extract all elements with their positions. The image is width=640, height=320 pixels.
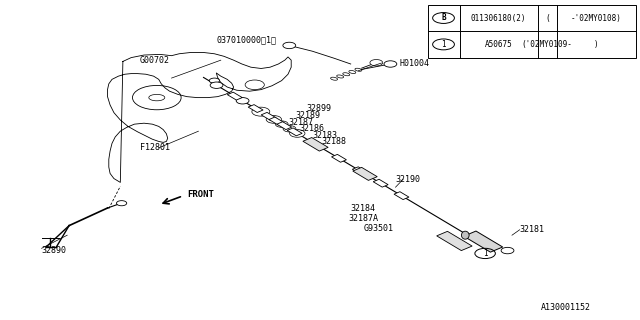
Text: G00702: G00702 — [140, 56, 170, 65]
Circle shape — [236, 98, 249, 104]
Polygon shape — [373, 179, 388, 187]
Text: 32188: 32188 — [321, 137, 346, 146]
Polygon shape — [261, 112, 276, 120]
Text: 32183: 32183 — [312, 131, 337, 140]
Text: B: B — [441, 13, 446, 22]
Polygon shape — [436, 231, 472, 251]
Text: G93501: G93501 — [364, 224, 394, 233]
Text: 037010000（1）: 037010000（1） — [216, 35, 276, 44]
Text: ): ) — [594, 40, 598, 49]
Circle shape — [210, 82, 223, 88]
Text: 32890: 32890 — [42, 246, 67, 255]
Polygon shape — [353, 167, 367, 175]
Text: H01004: H01004 — [400, 60, 430, 68]
Polygon shape — [277, 122, 292, 130]
Text: A130001152: A130001152 — [541, 303, 591, 312]
Text: 32190: 32190 — [396, 175, 420, 184]
Polygon shape — [227, 92, 243, 100]
Text: 011306180(2): 011306180(2) — [471, 13, 526, 22]
Text: 32189: 32189 — [296, 111, 321, 120]
Circle shape — [116, 201, 127, 206]
Circle shape — [370, 60, 383, 66]
Bar — [428, 5, 636, 58]
Text: 32186: 32186 — [300, 124, 324, 133]
Text: 32899: 32899 — [306, 104, 331, 113]
Circle shape — [275, 121, 288, 127]
Text: 32187: 32187 — [288, 118, 313, 127]
Text: A50675: A50675 — [484, 40, 513, 49]
Circle shape — [209, 78, 220, 83]
Polygon shape — [353, 167, 377, 180]
Polygon shape — [394, 192, 409, 200]
Text: ('02MY0109-: ('02MY0109- — [522, 40, 573, 49]
Ellipse shape — [461, 231, 469, 239]
Circle shape — [290, 130, 305, 137]
Polygon shape — [248, 105, 263, 112]
Polygon shape — [303, 138, 328, 151]
Polygon shape — [464, 231, 502, 252]
Circle shape — [283, 42, 296, 49]
Text: 1: 1 — [483, 249, 488, 258]
Text: 32184: 32184 — [351, 204, 376, 213]
Circle shape — [252, 107, 270, 116]
Polygon shape — [269, 117, 284, 125]
Text: -'02MY0108): -'02MY0108) — [571, 13, 621, 22]
Text: 32187A: 32187A — [349, 214, 379, 223]
Circle shape — [384, 61, 397, 67]
Polygon shape — [308, 140, 323, 148]
Polygon shape — [332, 154, 346, 162]
Text: FRONT: FRONT — [188, 190, 214, 199]
Circle shape — [501, 247, 514, 254]
Circle shape — [283, 125, 296, 132]
Text: 1: 1 — [441, 40, 446, 49]
Polygon shape — [287, 128, 302, 136]
Text: (: ( — [545, 13, 550, 22]
Circle shape — [266, 116, 282, 123]
Text: 32181: 32181 — [520, 225, 545, 234]
Text: F12801: F12801 — [140, 143, 170, 152]
